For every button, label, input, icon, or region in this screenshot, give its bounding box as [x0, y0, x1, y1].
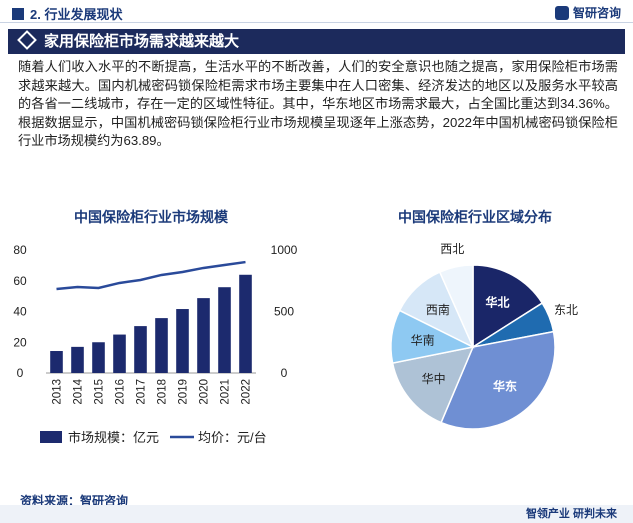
pie-label: 华东	[493, 379, 517, 394]
x-tick-label: 2017	[136, 379, 148, 405]
divider	[0, 22, 633, 23]
chart-title: 中国保险柜行业区域分布	[398, 209, 552, 225]
x-tick-label: 2015	[94, 379, 106, 405]
x-tick-label: 2019	[178, 379, 190, 405]
bar	[197, 298, 210, 373]
x-tick-label: 2022	[241, 379, 253, 405]
banner-title: 家用保险柜市场需求越来越大	[44, 33, 240, 50]
bar	[134, 326, 147, 373]
bar	[113, 334, 126, 373]
source: 资料来源：智研咨询	[20, 494, 129, 508]
pie-slice	[391, 345, 475, 424]
bar	[239, 274, 252, 373]
pie-label: 西北	[440, 242, 464, 256]
footer-bar	[0, 505, 633, 523]
bar	[92, 342, 105, 373]
bar	[71, 346, 84, 373]
brand: 智研咨询	[554, 4, 621, 21]
x-tick-label: 2021	[220, 379, 232, 405]
section-heading: 2. 行业发展现状	[12, 4, 122, 23]
x-tick-label: 2020	[199, 379, 211, 405]
x-tick-label: 2018	[157, 379, 169, 405]
y-tick-label: 40	[13, 305, 27, 319]
pie-label: 华中	[422, 371, 446, 386]
pie-label: 华南	[411, 332, 435, 347]
brand-name: 智研咨询	[572, 6, 621, 20]
y2-tick-label: 500	[274, 305, 294, 319]
legend-swatch	[40, 431, 62, 443]
section-title: 2. 行业发展现状	[30, 7, 123, 22]
pie-slice	[472, 264, 544, 349]
y-tick-label: 20	[13, 335, 27, 349]
legend-label: 市场规模：亿元	[68, 430, 159, 445]
footer-slogan: 智领产业 研判未来	[525, 508, 617, 520]
line	[56, 260, 246, 291]
y-tick-label: 80	[13, 243, 27, 257]
banner: 家用保险柜市场需求越来越大	[8, 29, 625, 54]
y2-tick-label: 0	[281, 366, 288, 380]
bar	[218, 287, 231, 373]
x-tick-label: 2013	[52, 379, 64, 405]
x-tick-label: 2016	[115, 379, 127, 405]
pie-label: 西南	[426, 302, 450, 317]
y2-tick-label: 1000	[271, 243, 298, 257]
chart-title: 中国保险柜行业市场规模	[74, 209, 229, 225]
pie-label: 华北	[485, 294, 509, 309]
pie-slice	[438, 264, 474, 348]
bar	[176, 309, 189, 373]
paragraph: 随着人们收入水平的不断提高，生活水平的不断改善，人们的安全意识也随之提高，家用保…	[18, 59, 618, 148]
pie-label: 东北	[554, 303, 578, 317]
y-tick-label: 60	[13, 274, 27, 288]
y-tick-label: 0	[17, 366, 24, 380]
bar	[155, 318, 168, 373]
bar	[50, 351, 63, 373]
legend-label: 均价：元/台	[198, 430, 267, 445]
x-tick-label: 2014	[73, 378, 85, 404]
